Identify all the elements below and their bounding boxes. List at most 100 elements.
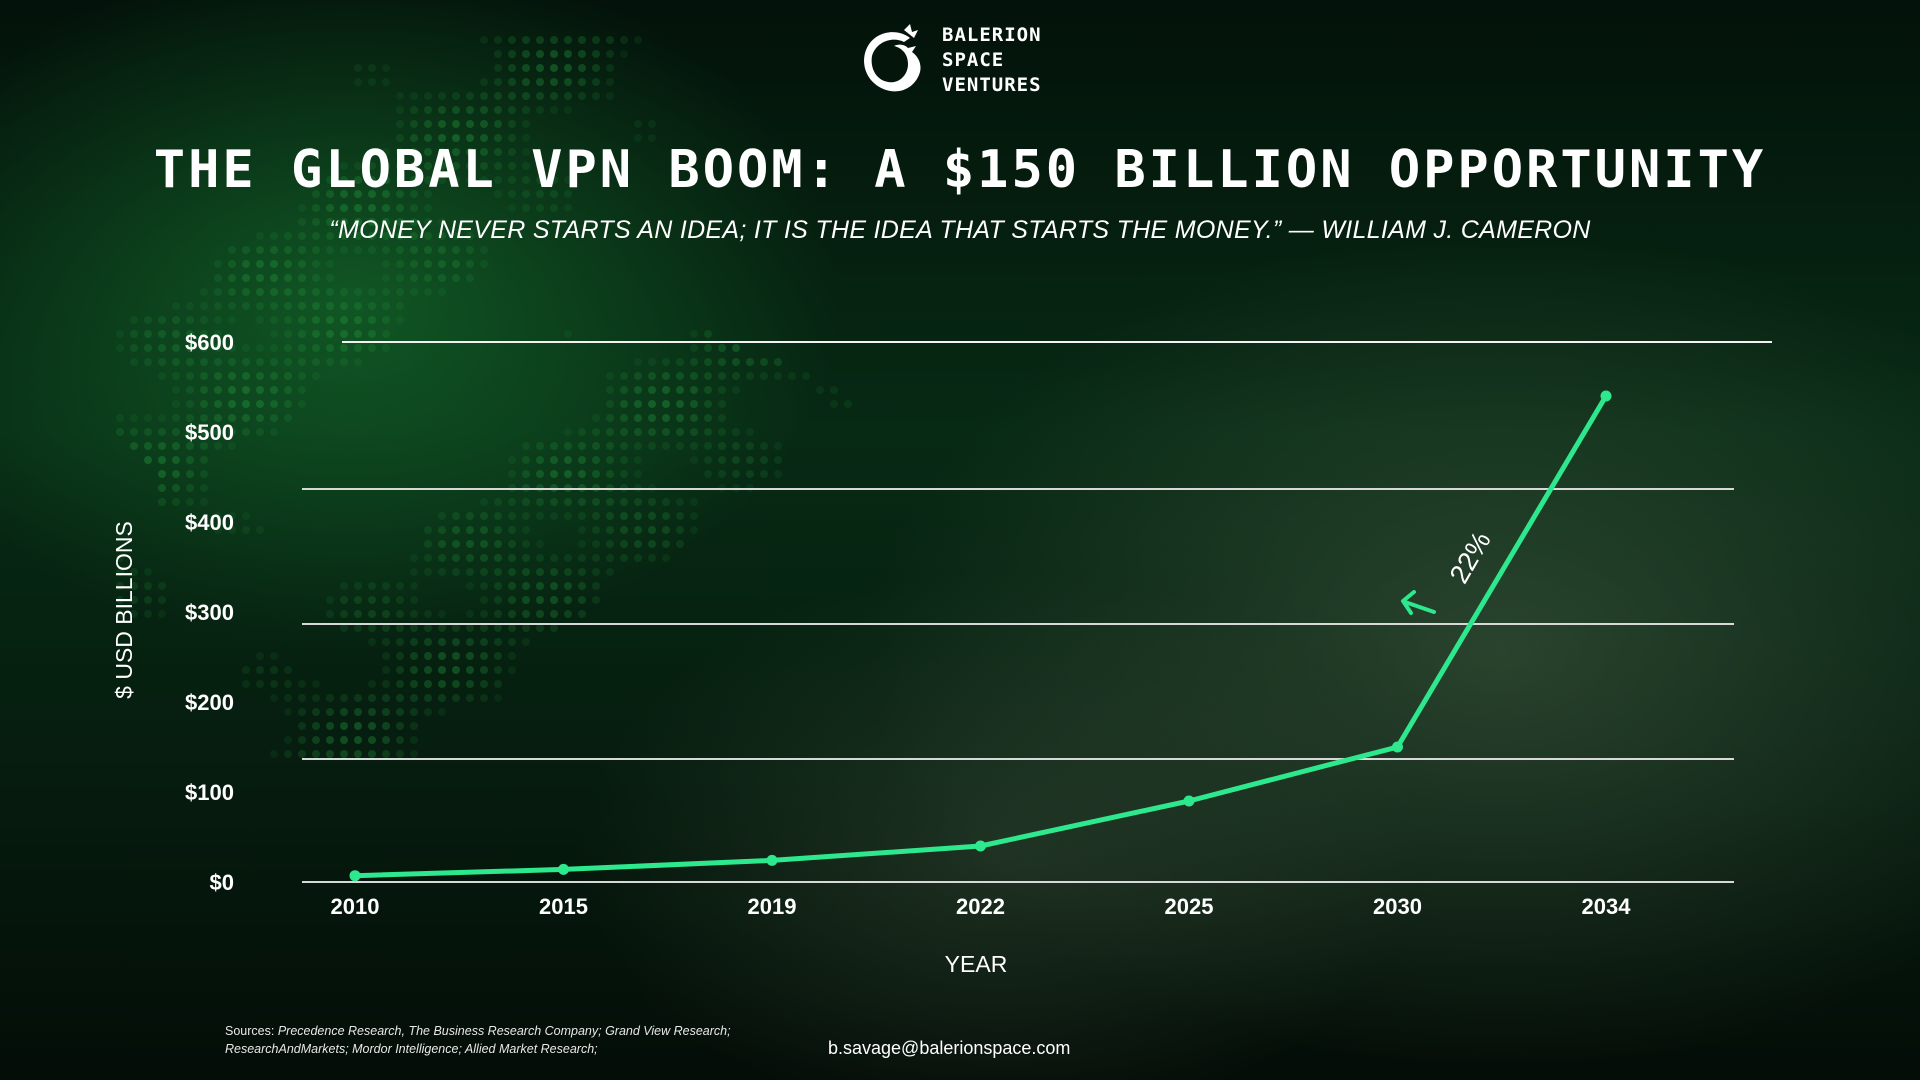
background-dot <box>186 470 194 478</box>
background-dot <box>662 442 670 450</box>
background-dot <box>564 428 572 436</box>
background-dot <box>144 568 152 576</box>
background-dot <box>508 36 516 44</box>
background-dot <box>214 400 222 408</box>
background-dot <box>606 442 614 450</box>
background-dot <box>158 456 166 464</box>
background-dot <box>536 554 544 562</box>
background-dot <box>298 750 306 758</box>
background-dot <box>368 344 376 352</box>
background-dot <box>466 148 474 156</box>
background-dot <box>550 50 558 58</box>
background-dot <box>508 92 516 100</box>
background-dot <box>270 274 278 282</box>
background-dot <box>704 372 712 380</box>
background-dot <box>522 554 530 562</box>
background-dot <box>214 442 222 450</box>
background-dot <box>578 456 586 464</box>
background-dot <box>424 218 432 226</box>
background-dot <box>298 736 306 744</box>
background-dot <box>592 554 600 562</box>
background-dot <box>578 540 586 548</box>
background-dot <box>298 204 306 212</box>
background-dot <box>718 386 726 394</box>
background-dot <box>144 316 152 324</box>
background-dot <box>326 246 334 254</box>
background-dot <box>620 372 628 380</box>
background-dot <box>424 554 432 562</box>
background-dot <box>186 330 194 338</box>
background-dot <box>662 358 670 366</box>
background-dot <box>438 694 446 702</box>
background-dot <box>410 260 418 268</box>
background-dot <box>746 428 754 436</box>
background-dot <box>536 106 544 114</box>
background-dot <box>200 428 208 436</box>
background-dot <box>200 400 208 408</box>
background-dot <box>634 358 642 366</box>
background-dot <box>536 512 544 520</box>
background-dot <box>522 204 530 212</box>
background-dot <box>662 498 670 506</box>
background-dot <box>508 596 516 604</box>
background-dot <box>368 218 376 226</box>
background-dot <box>382 218 390 226</box>
background-dot <box>200 330 208 338</box>
background-dot <box>690 344 698 352</box>
background-dot <box>634 470 642 478</box>
background-dot <box>732 372 740 380</box>
background-dot <box>466 274 474 282</box>
background-dot <box>592 456 600 464</box>
background-dot <box>270 246 278 254</box>
background-dot <box>270 400 278 408</box>
background-dot <box>536 64 544 72</box>
background-dot <box>564 64 572 72</box>
background-dot <box>396 260 404 268</box>
background-dot <box>690 498 698 506</box>
background-dot <box>354 330 362 338</box>
background-dot <box>410 246 418 254</box>
background-dot <box>550 596 558 604</box>
background-dot <box>214 316 222 324</box>
background-dot <box>760 372 768 380</box>
background-dot <box>354 232 362 240</box>
background-dot <box>522 596 530 604</box>
background-dot <box>200 302 208 310</box>
background-dot <box>256 344 264 352</box>
background-dot <box>522 638 530 646</box>
background-dot <box>508 526 516 534</box>
background-dot <box>410 694 418 702</box>
background-dot <box>382 610 390 618</box>
background-dot <box>746 358 754 366</box>
background-dot <box>494 638 502 646</box>
background-dot <box>284 680 292 688</box>
background-dot <box>606 470 614 478</box>
background-dot <box>396 92 404 100</box>
background-dot <box>228 386 236 394</box>
background-dot <box>592 568 600 576</box>
background-dot <box>340 162 348 170</box>
background-dot <box>116 414 124 422</box>
y-tick-label: $400 <box>185 510 234 535</box>
background-dot <box>144 344 152 352</box>
background-dot <box>564 190 572 198</box>
background-dot <box>298 246 306 254</box>
background-dot <box>466 540 474 548</box>
background-dot <box>396 246 404 254</box>
background-dot <box>284 330 292 338</box>
background-dot <box>424 204 432 212</box>
background-dot <box>536 78 544 86</box>
background-dot <box>466 134 474 142</box>
background-dot <box>592 596 600 604</box>
background-dot <box>410 190 418 198</box>
background-dot <box>480 120 488 128</box>
background-dot <box>270 260 278 268</box>
background-dot <box>536 204 544 212</box>
background-dot <box>228 260 236 268</box>
background-dot <box>130 596 138 604</box>
background-dot <box>466 162 474 170</box>
background-dot <box>214 372 222 380</box>
background-dot <box>690 456 698 464</box>
background-dot <box>508 666 516 674</box>
background-dot <box>410 582 418 590</box>
